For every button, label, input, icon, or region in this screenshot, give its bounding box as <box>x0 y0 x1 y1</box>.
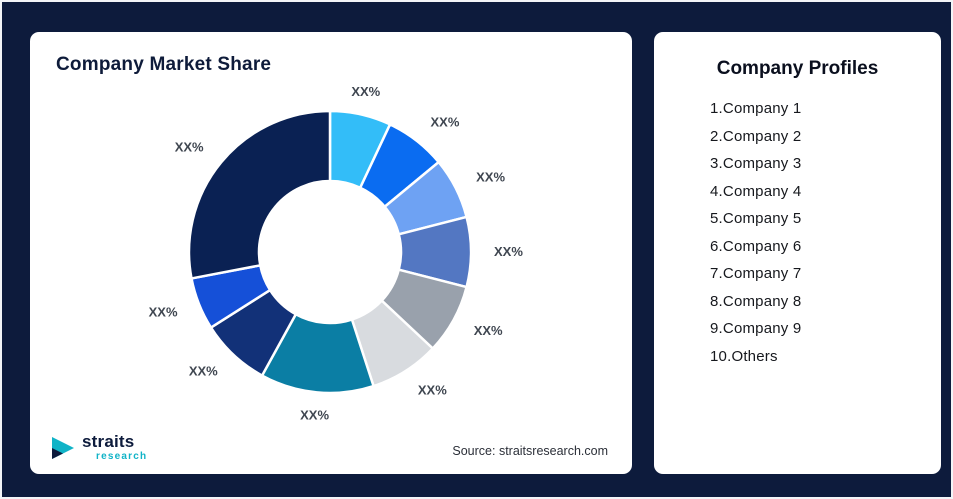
straits-logo-icon <box>52 436 74 459</box>
profile-list-item: 9.Company 9 <box>710 320 802 337</box>
profile-list-item: 4.Company 4 <box>710 182 802 200</box>
donut-segment-label-10: XX% <box>175 139 204 154</box>
chart-title: Company Market Share <box>56 54 272 75</box>
donut-segment-label-3: XX% <box>476 170 505 185</box>
donut-segment-label-4: XX% <box>494 244 523 259</box>
profile-list-item: 8.Company 8 <box>710 292 802 310</box>
donut-chart: XX% XX% XX% XX% XX% XX% XX% XX% XX% XX% <box>149 84 524 422</box>
market-share-card: Company Market Share XX% XX% XX% XX% XX% XX% X… <box>30 32 632 474</box>
donut-segment-label-5: XX% <box>474 323 503 338</box>
profiles-list: 1.Company 1 2.Company 2 3.Company 3 4.Co… <box>654 100 941 365</box>
straits-logo: straits research <box>50 433 147 462</box>
profile-list-item: 2.Company 2 <box>710 127 802 145</box>
donut-segment-label-7: XX% <box>300 407 329 422</box>
profile-list-item: 1.Company 1 <box>710 100 802 117</box>
company-profiles-card: Company Profiles 1.Company 1 2.Company 2… <box>654 32 941 474</box>
donut-segment-label-2: XX% <box>431 114 460 129</box>
donut-segment-10 <box>187 109 332 280</box>
straits-logo-subtext: research <box>96 451 148 462</box>
profile-list-item: 6.Company 6 <box>710 237 802 255</box>
straits-logo-name: straits <box>82 432 135 451</box>
donut-segment-label-9: XX% <box>149 304 178 319</box>
profile-list-item: 5.Company 5 <box>710 210 802 227</box>
donut-segment-label-8: XX% <box>189 364 218 379</box>
donut-segment-label-6: XX% <box>418 382 447 397</box>
profile-list-item: 3.Company 3 <box>710 155 802 172</box>
profile-list-item: 10.Others <box>710 347 778 365</box>
profile-list-item: 7.Company 7 <box>710 265 802 282</box>
profiles-title: Company Profiles <box>716 58 879 79</box>
donut-segment-label-1: XX% <box>351 84 380 99</box>
source-text: Source: straitsresearch.com <box>452 444 608 458</box>
straits-logo-text: straits research <box>82 433 147 462</box>
